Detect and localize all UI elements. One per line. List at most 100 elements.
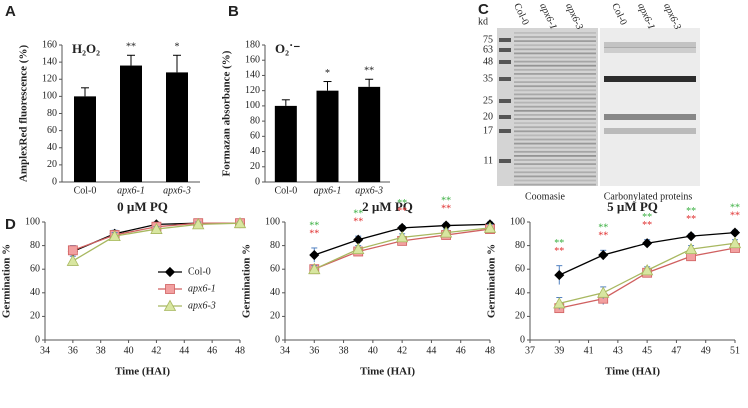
legend-label: apx6-1 — [188, 283, 216, 294]
gel-band — [514, 93, 596, 96]
ladder-band — [499, 77, 511, 81]
marker — [554, 270, 565, 281]
panel-letter: A — [5, 3, 16, 20]
x-tick-label: 39 — [554, 345, 564, 356]
gel-band — [514, 32, 596, 34]
inset-label: O₂˙⁻ — [275, 41, 300, 56]
y-tick-label: 20 — [250, 161, 260, 172]
ladder-band — [499, 48, 511, 52]
ladder-band — [499, 159, 511, 163]
lane-label: Col-0 — [609, 2, 629, 27]
y-tick-label: 40 — [30, 287, 40, 298]
x-tick-label: 41 — [584, 345, 594, 356]
lane-label: apx6-3 — [661, 2, 683, 32]
blot-band — [604, 42, 696, 48]
gel-band — [514, 60, 596, 63]
y-tick-label: 80 — [270, 240, 280, 251]
blot-band — [604, 114, 696, 120]
panel-letter: D — [5, 216, 16, 233]
x-tick-label: apx6-3 — [163, 185, 191, 196]
x-tick-label: 36 — [309, 345, 319, 356]
kd-marker: 48 — [483, 56, 493, 67]
marker — [642, 238, 653, 249]
gel-band — [514, 73, 596, 75]
y-tick-label: 20 — [47, 159, 57, 170]
y-tick-label: 40 — [47, 142, 57, 153]
gel-band — [514, 97, 596, 100]
kd-marker: 75 — [483, 34, 493, 45]
marker — [728, 236, 742, 249]
x-tick-label: 36 — [68, 345, 78, 356]
bar — [74, 96, 96, 182]
lane-label: apx6-1 — [537, 2, 559, 32]
gel-band — [514, 130, 596, 133]
marker — [150, 222, 163, 234]
y-tick-label: 60 — [270, 263, 280, 274]
gel-band — [514, 44, 596, 47]
x-tick-label: 48 — [235, 345, 245, 356]
gel-band — [514, 68, 596, 71]
gel-band — [514, 155, 596, 157]
gel-band — [514, 183, 596, 186]
x-tick-label: Col-0 — [274, 185, 297, 196]
marker — [309, 249, 320, 261]
marker — [598, 249, 609, 261]
y-tick-label: 20 — [515, 311, 525, 322]
ladder-band — [499, 129, 511, 133]
chart-title: 5 µM PQ — [607, 199, 658, 214]
marker — [686, 231, 697, 242]
ladder-band — [499, 38, 511, 42]
marker — [729, 227, 741, 238]
legend-label: apx6-3 — [188, 300, 216, 311]
gel-caption: Carbonylated proteins — [604, 191, 693, 202]
kd-marker: 11 — [483, 155, 493, 166]
significance: ** — [309, 228, 319, 239]
significance: ** — [554, 246, 564, 257]
x-tick-label: apx6-1 — [314, 185, 342, 196]
y-tick-label: 0 — [275, 334, 280, 345]
bar — [274, 105, 297, 182]
gel-band — [514, 134, 596, 137]
marker — [483, 221, 497, 233]
ladder-band — [499, 115, 511, 119]
x-tick-label: 42 — [397, 345, 407, 356]
gel-band — [514, 56, 596, 59]
x-tick-label: apx6-1 — [117, 185, 145, 196]
panel-letter: B — [228, 3, 239, 20]
significance: ** — [642, 220, 652, 231]
legend-marker — [165, 284, 175, 294]
y-tick-label: 100 — [265, 216, 280, 227]
x-tick-label: 44 — [179, 345, 189, 356]
y-tick-label: 60 — [250, 131, 260, 142]
x-tick-label: 48 — [485, 345, 495, 356]
gel-band — [514, 159, 596, 161]
y-tick-label: 0 — [52, 176, 57, 187]
significance: ** — [598, 223, 608, 234]
significance: ** — [730, 203, 740, 214]
gel-band — [514, 77, 596, 79]
x-tick-label: 46 — [456, 345, 466, 356]
y-tick-label: 120 — [245, 85, 260, 96]
gel-band — [514, 138, 596, 141]
x-tick-label: 47 — [671, 345, 681, 356]
y-axis-label: Formazan absorbance (%) — [221, 50, 233, 176]
gel-band — [514, 89, 596, 92]
y-tick-label: 80 — [30, 240, 40, 251]
bar — [316, 90, 339, 182]
ladder-band — [499, 99, 511, 103]
legend-label: Col-0 — [188, 266, 211, 277]
blot-band — [604, 47, 696, 53]
inset-label: H₂O₂ — [72, 41, 100, 56]
y-tick-label: 20 — [270, 311, 280, 322]
y-tick-label: 180 — [245, 39, 260, 50]
y-axis-label: Germination % — [486, 244, 498, 318]
significance: ** — [686, 206, 696, 217]
y-tick-label: 60 — [30, 263, 40, 274]
marker — [684, 242, 698, 255]
significance: ** — [364, 66, 374, 77]
y-tick-label: 60 — [47, 125, 57, 136]
significance: ** — [126, 42, 136, 53]
y-tick-label: 100 — [42, 91, 57, 102]
gel-band — [514, 126, 596, 129]
x-tick-label: 37 — [525, 345, 535, 356]
